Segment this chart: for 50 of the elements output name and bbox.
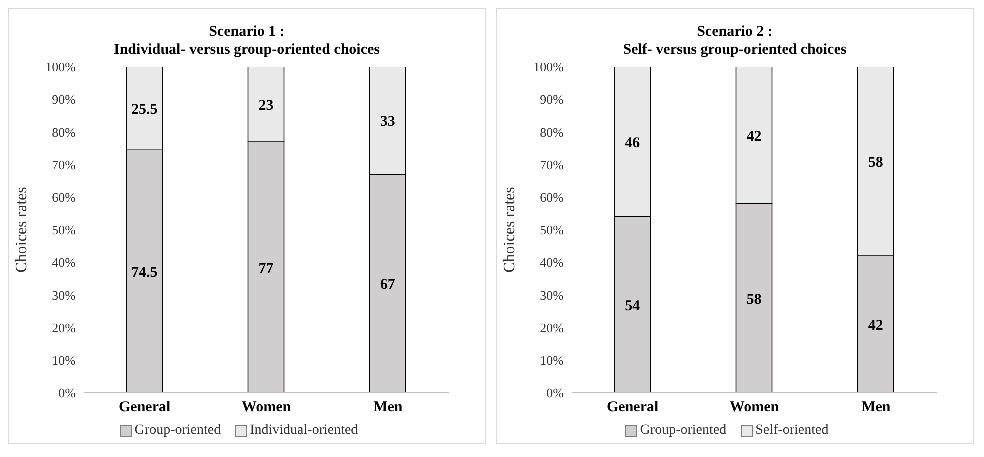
data-label: 74.5 [131,264,158,281]
legend-label: Self-oriented [756,423,829,439]
y-tick-label: 40% [52,255,76,270]
data-label: 46 [625,135,641,152]
chart-title: Scenario 2 : [696,23,774,41]
chart-subtitle: Individual- versus group-oriented choices [113,41,381,59]
data-label: 25.5 [131,102,158,118]
data-label: 23 [258,98,274,114]
y-tick-label: 10% [540,353,564,368]
y-tick-label: 40% [540,255,564,270]
y-tick-label: 80% [52,124,76,140]
x-tick-label: Women [730,400,780,416]
y-tick-label: 90% [52,92,76,108]
y-axis-title: Choices rates [502,187,519,273]
y-tick-label: 0% [58,386,76,401]
y-tick-label: 50% [52,222,76,238]
legend-label: Individual-oriented [250,423,358,439]
legend-label: Group-oriented [134,423,222,439]
data-label: 77 [258,260,274,277]
y-tick-label: 0% [546,386,564,401]
x-tick-label: General [119,400,171,416]
y-tick-label: 80% [540,124,564,140]
y-tick-label: 100% [534,60,564,75]
y-axis-title: Choices rates [14,187,31,273]
y-tick-label: 70% [540,157,564,172]
data-label: 58 [746,292,762,308]
data-label: 67 [380,277,396,294]
data-label: 54 [625,298,641,314]
data-label: 58 [868,154,884,171]
data-label: 42 [868,318,884,334]
y-tick-label: 60% [52,190,76,206]
y-tick-label: 20% [540,320,564,336]
chart-title: Scenario 1 : [208,23,286,41]
data-label: 33 [380,114,396,130]
x-tick-label: Women [242,400,292,416]
x-tick-label: Men [862,400,892,416]
y-tick-label: 70% [52,157,76,172]
legend-label: Group-oriented [640,423,727,439]
x-tick-label: General [607,400,659,416]
y-tick-label: 30% [52,288,76,303]
y-tick-label: 60% [540,190,564,206]
y-tick-label: 50% [540,222,564,238]
y-tick-label: 10% [52,353,76,368]
data-label: 42 [746,128,762,145]
y-tick-label: 90% [540,92,564,108]
y-tick-label: 100% [46,60,76,75]
y-tick-label: 20% [52,320,76,336]
y-tick-label: 30% [540,288,564,303]
chart-subtitle: Self- versus group-oriented choices [622,41,848,59]
x-tick-label: Men [374,400,404,416]
